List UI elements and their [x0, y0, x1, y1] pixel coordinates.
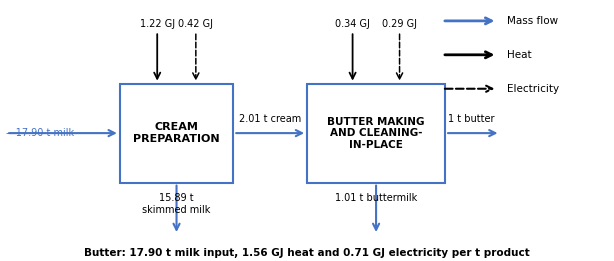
Text: 2.01 t cream: 2.01 t cream: [239, 114, 301, 124]
Text: —17.90 t milk: —17.90 t milk: [6, 128, 74, 138]
Text: CREAM
PREPARATION: CREAM PREPARATION: [133, 122, 220, 144]
Text: Mass flow: Mass flow: [507, 16, 558, 26]
Bar: [120, 84, 233, 183]
Text: 1.01 t buttermilk: 1.01 t buttermilk: [335, 193, 417, 203]
Text: 0.42 GJ: 0.42 GJ: [178, 19, 213, 29]
Text: 0.29 GJ: 0.29 GJ: [382, 19, 417, 29]
Text: Butter: 17.90 t milk input, 1.56 GJ heat and 0.71 GJ electricity per t product: Butter: 17.90 t milk input, 1.56 GJ heat…: [84, 248, 530, 258]
Bar: [307, 84, 445, 183]
Text: 1 t butter: 1 t butter: [448, 114, 495, 124]
Text: Electricity: Electricity: [507, 84, 559, 94]
Text: 1.22 GJ: 1.22 GJ: [139, 19, 175, 29]
Text: BUTTER MAKING
AND CLEANING-
IN-PLACE: BUTTER MAKING AND CLEANING- IN-PLACE: [327, 116, 425, 150]
Text: 15.89 t
skimmed milk: 15.89 t skimmed milk: [142, 193, 211, 215]
Text: 0.34 GJ: 0.34 GJ: [335, 19, 370, 29]
Text: Heat: Heat: [507, 50, 531, 60]
